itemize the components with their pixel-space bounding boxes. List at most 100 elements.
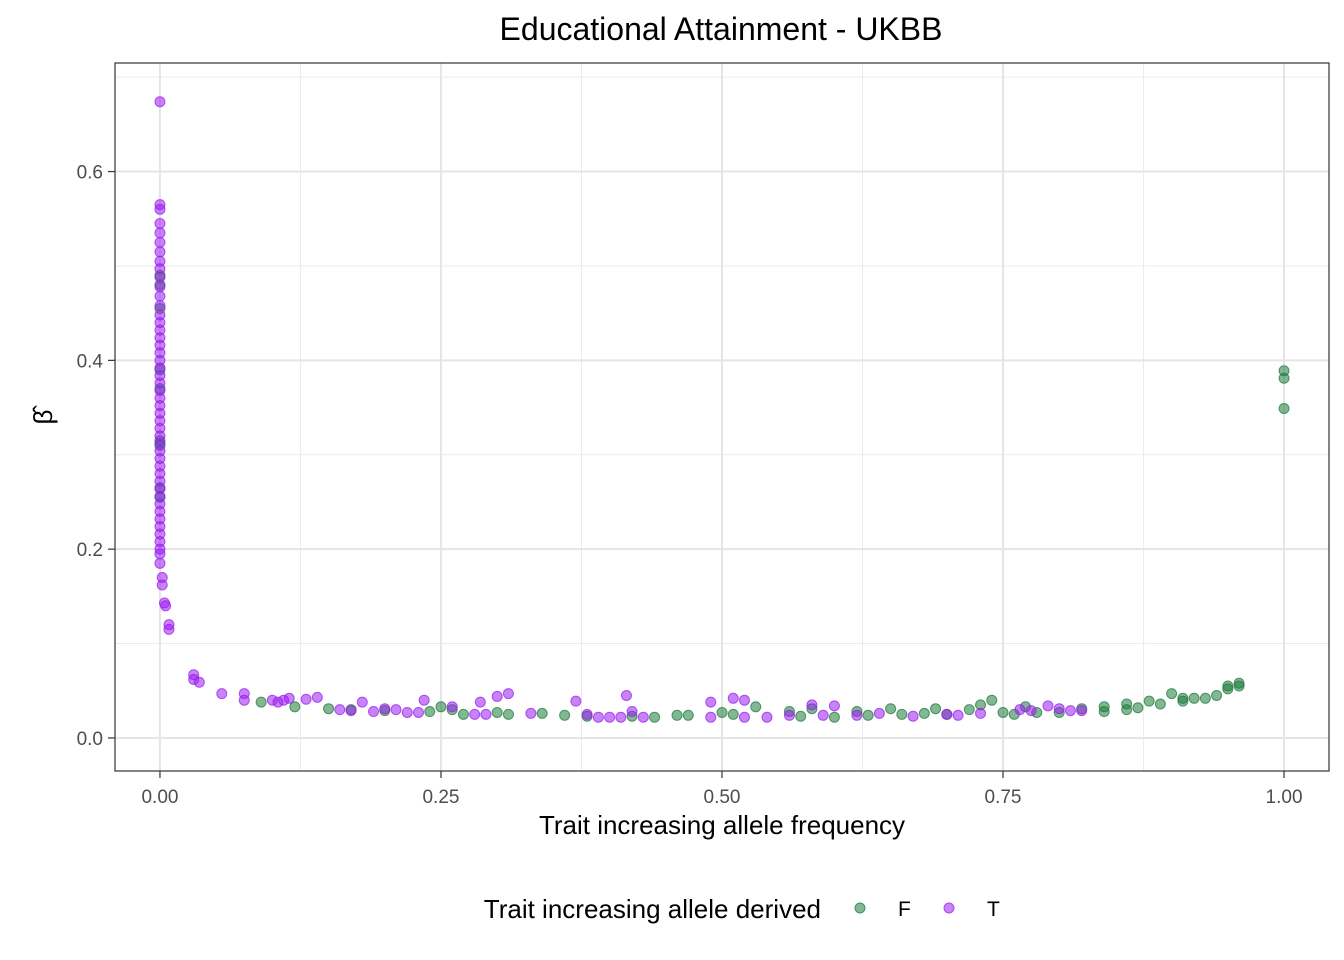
data-point — [862, 709, 874, 721]
data-point — [738, 711, 750, 723]
data-point — [997, 706, 1009, 718]
legend-label: T — [987, 898, 1000, 921]
data-point — [761, 711, 773, 723]
data-point — [727, 708, 739, 720]
data-point — [154, 227, 166, 239]
data-point — [418, 694, 430, 706]
data-point — [1211, 689, 1223, 701]
data-point — [817, 709, 829, 721]
data-point — [255, 696, 267, 708]
data-point — [1188, 692, 1200, 704]
data-point — [334, 704, 346, 716]
data-point — [1042, 700, 1054, 712]
data-point — [828, 711, 840, 723]
data-point — [390, 704, 402, 716]
data-point — [1025, 705, 1037, 717]
data-point — [873, 707, 885, 719]
data-point — [1222, 680, 1234, 692]
data-point — [1121, 698, 1133, 710]
x-tick-label: 1.00 — [1266, 787, 1303, 808]
data-point — [474, 696, 486, 708]
data-point — [1278, 372, 1290, 384]
data-point — [806, 699, 818, 711]
data-point — [300, 693, 312, 705]
data-point — [581, 708, 593, 720]
data-point — [1154, 698, 1166, 710]
data-point — [1278, 403, 1290, 415]
data-point — [193, 676, 205, 688]
data-point — [163, 623, 175, 635]
data-point — [604, 711, 616, 723]
data-point — [435, 701, 447, 713]
data-point — [1076, 705, 1088, 717]
data-point — [671, 709, 683, 721]
data-point — [1064, 705, 1076, 717]
data-point — [828, 700, 840, 712]
data-point — [491, 706, 503, 718]
data-point — [750, 701, 762, 713]
data-point — [1233, 677, 1245, 689]
y-tick-label: 0.2 — [77, 540, 103, 561]
data-point — [536, 707, 548, 719]
data-point — [626, 706, 638, 718]
data-point — [502, 708, 514, 720]
data-point — [401, 706, 413, 718]
data-point — [1199, 692, 1211, 704]
data-point — [705, 696, 717, 708]
data-point — [975, 707, 987, 719]
data-point — [154, 246, 166, 258]
data-point — [154, 236, 166, 248]
x-axis-ticks: 0.00 0.25 0.50 0.75 1.00 — [141, 771, 1303, 808]
x-axis-title: Trait increasing allele frequency — [539, 810, 905, 840]
data-point — [154, 300, 166, 312]
data-point — [963, 704, 975, 716]
grid-lines — [115, 63, 1329, 771]
y-axis-title: β̂ — [28, 405, 58, 425]
data-point — [615, 711, 627, 723]
legend-label: F — [898, 898, 911, 921]
data-point — [289, 701, 301, 713]
data-point — [705, 711, 717, 723]
data-point — [727, 692, 739, 704]
data-point — [649, 711, 661, 723]
data-point — [156, 579, 168, 591]
data-point — [941, 708, 953, 720]
data-point — [154, 203, 166, 215]
data-point — [356, 696, 368, 708]
data-point — [283, 692, 295, 704]
data-points — [154, 96, 1290, 723]
data-point — [154, 548, 166, 560]
data-point — [682, 709, 694, 721]
data-point — [491, 690, 503, 702]
y-tick-label: 0.4 — [77, 351, 104, 372]
data-point — [952, 709, 964, 721]
data-point — [918, 707, 930, 719]
data-point — [795, 710, 807, 722]
legend-swatch — [943, 902, 955, 914]
legend-entry-F: F — [854, 898, 911, 921]
data-point — [413, 706, 424, 718]
series-T — [154, 96, 1088, 723]
x-tick-label: 0.25 — [422, 787, 459, 808]
y-axis-ticks: 0.0 0.2 0.4 0.6 — [77, 163, 115, 750]
data-point — [986, 694, 998, 706]
data-point — [525, 707, 537, 719]
data-point — [216, 688, 228, 700]
data-point — [783, 709, 795, 721]
data-point — [620, 689, 632, 701]
data-point — [1098, 706, 1110, 718]
data-point — [738, 694, 750, 706]
legend-title: Trait increasing allele derived — [484, 894, 821, 924]
data-point — [896, 708, 908, 720]
data-point — [154, 217, 166, 229]
data-point — [368, 706, 380, 718]
data-point — [446, 701, 458, 713]
x-tick-label: 0.00 — [141, 787, 178, 808]
x-tick-label: 0.75 — [985, 787, 1022, 808]
data-point — [154, 96, 166, 108]
data-point — [323, 703, 335, 715]
chart-title: Educational Attainment - UKBB — [500, 11, 943, 47]
